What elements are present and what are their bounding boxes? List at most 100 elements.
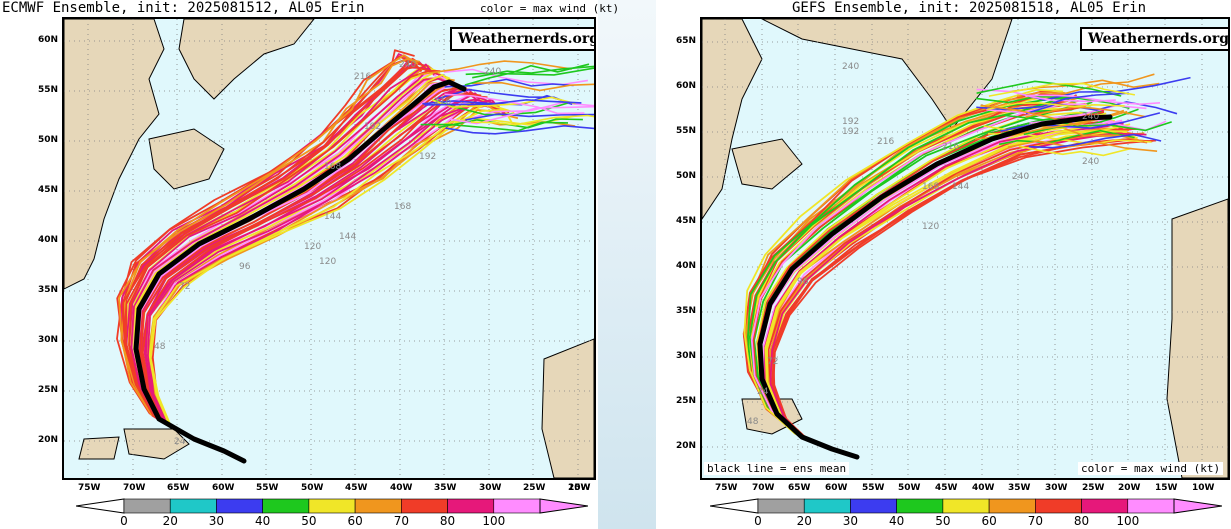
colorbar-segment: [896, 498, 944, 514]
forecast-hour-label: 240: [1012, 172, 1029, 182]
colorbar-tick-label: 70: [393, 514, 409, 528]
forecast-hour-labels: 240 216 192 168 144 120 96 72 48 24 240 216 192 168 14…: [154, 60, 501, 447]
colorbar-tick-label: 80: [439, 514, 456, 528]
lon-tick-label: 75W: [715, 483, 738, 493]
forecast-hour-label: 144: [952, 182, 969, 192]
colorbar-segment: [1081, 498, 1129, 514]
colorbar-segment: [169, 498, 217, 514]
colorbar-segment: [447, 498, 495, 514]
forecast-hour-label: 216: [354, 72, 371, 82]
lon-tick-label: 40W: [390, 483, 413, 493]
panel-divider: [598, 0, 656, 529]
colorbar-tick-label: 40: [255, 514, 271, 528]
forecast-hour-label: 48: [154, 342, 166, 352]
lon-tick-label: 25W: [523, 483, 546, 493]
lat-tick-label: 35N: [676, 306, 697, 316]
lon-tick-label: 75W: [78, 483, 101, 493]
lon-tick-label: 25W: [1082, 483, 1105, 493]
forecast-hour-label: 96: [239, 262, 251, 272]
lat-tick-label: 20N: [676, 441, 697, 451]
colorbar-tick-label: 30: [208, 514, 225, 528]
landmass: [731, 138, 803, 190]
forecast-hour-label: 240: [1082, 112, 1099, 122]
forecast-hour-label: 192: [419, 152, 436, 162]
lon-tick-label: 65W: [167, 483, 190, 493]
colorbar-segment: [988, 498, 1036, 514]
lon-tick-label: 20W: [1118, 483, 1141, 493]
lat-tick-label: 55N: [38, 85, 59, 95]
colorbar-tick-label: 80: [1073, 514, 1090, 528]
landmass: [1166, 198, 1228, 478]
forecast-hour-label: 24: [174, 437, 186, 447]
colorbar-tick-label: 0: [120, 514, 128, 528]
lat-tick-label: 45N: [38, 185, 59, 195]
ensemble-tail-track: [1007, 140, 1158, 152]
ensemble-tail-track: [465, 67, 594, 76]
gefs-panel: GEFS Ensemble, init: 2025081518, AL05 Er…: [656, 0, 1231, 529]
ensemble-tail-track: [1028, 133, 1162, 149]
forecast-hour-labels: 240 240 216 192 168 144 120 96 72 48 24 240 240 216 19…: [747, 62, 1099, 427]
ensemble-tail-track: [470, 114, 594, 126]
ensemble-tail-track: [444, 93, 585, 115]
lon-tick-label: 50W: [898, 483, 921, 493]
lon-tick-label: 55W: [862, 483, 885, 493]
forecast-hour-label: 192: [842, 127, 859, 137]
gefs-color-key: color = max wind (kt): [1078, 462, 1224, 475]
lon-tick-label: 20W: [568, 483, 591, 493]
colorbar-segment: [850, 498, 897, 514]
lat-tick-label: 20N: [38, 435, 59, 445]
ensemble-tail-track: [1000, 112, 1161, 132]
colorbar-tick-label: 100: [482, 514, 506, 528]
forecast-hour-label: 120: [922, 222, 939, 232]
colorbar-tick-label: 50: [301, 514, 317, 528]
ecmwf-color-key: color = max wind (kt): [480, 2, 620, 15]
ensemble-tail-track: [976, 80, 1122, 97]
lon-tick-label: 40W: [972, 483, 995, 493]
ensemble-tail-track: [445, 124, 594, 135]
lat-tick-label: 40N: [38, 235, 59, 245]
forecast-hour-label: 216: [877, 137, 894, 147]
forecast-hour-label: 168: [922, 182, 939, 192]
lon-tick-label: 15W: [1155, 483, 1178, 493]
forecast-hour-label: 168: [324, 162, 341, 172]
colorbar-tick-label: 20: [796, 514, 812, 528]
lat-tick-label: 60N: [676, 81, 697, 91]
ensemble-tail-track: [471, 102, 594, 119]
ensemble-tail-track: [464, 63, 590, 86]
ensemble-mean-track: [133, 79, 467, 464]
lon-tick-label: 10W: [1192, 483, 1215, 493]
colorbar-tick-label: 60: [981, 514, 997, 528]
lon-tick-label: 15W: [568, 483, 591, 493]
colorbar-segment: [262, 498, 310, 514]
ecmwf-track-map[interactable]: 240 216 192 168 144 120 96 72 48 24 240 216 192 168 14…: [62, 17, 596, 480]
ensemble-tail-track: [431, 96, 576, 109]
forecast-hour-label: 48: [747, 417, 759, 427]
gefs-track-map[interactable]: 240 240 216 192 168 144 120 96 72 48 24 240 240 216 19…: [700, 17, 1230, 480]
landmass: [64, 19, 165, 290]
lon-tick-label: 60W: [825, 483, 848, 493]
colorbar-segment: [757, 498, 805, 514]
forecast-hour-label: 240: [842, 62, 859, 72]
ensemble-tail-track: [471, 81, 594, 92]
colorbar-min-arrow: [76, 498, 125, 514]
colorbar-segment: [803, 498, 851, 514]
lat-tick-label: 30N: [38, 335, 59, 345]
colorbar-segment: [354, 498, 402, 514]
forecast-hour-label: 216: [434, 97, 451, 107]
colorbar-tick-label: 50: [935, 514, 951, 528]
colorbar-tick-label: 70: [1027, 514, 1043, 528]
lon-tick-label: 45W: [345, 483, 368, 493]
gefs-logo: Weathernerds.org: [1080, 27, 1228, 51]
ecmwf-colorbar: [76, 498, 588, 514]
colorbar-tick-label: 40: [889, 514, 905, 528]
lat-tick-label: 50N: [676, 171, 697, 181]
colorbar-tick-label: 20: [162, 514, 178, 528]
ensemble-tail-track: [976, 92, 1129, 111]
lon-tick-label: 45W: [935, 483, 958, 493]
ecmwf-title: ECMWF Ensemble, init: 2025081512, AL05 E…: [2, 0, 365, 16]
gefs-mean-line-note: black line = ens mean: [704, 462, 850, 475]
lon-tick-label: 30W: [1045, 483, 1068, 493]
ensemble-tail-track: [465, 113, 594, 121]
colorbar-tick-label: 30: [842, 514, 859, 528]
forecast-hour-label: 144: [324, 212, 341, 222]
